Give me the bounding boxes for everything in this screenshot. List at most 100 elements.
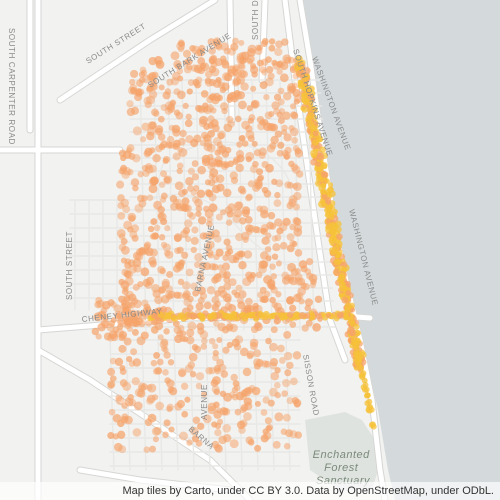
incident-point xyxy=(107,381,115,389)
incident-point xyxy=(160,140,169,149)
incident-point xyxy=(238,51,247,60)
incident-point xyxy=(147,383,157,393)
incident-point xyxy=(300,92,308,100)
incident-point xyxy=(191,344,199,351)
incident-point xyxy=(172,71,181,81)
incident-point xyxy=(160,338,169,347)
incident-point xyxy=(367,403,374,410)
incident-point xyxy=(286,361,294,370)
incident-point xyxy=(114,312,122,320)
incident-point xyxy=(153,110,160,117)
incident-point xyxy=(214,290,221,297)
incident-point xyxy=(212,354,220,362)
incident-point xyxy=(325,312,332,319)
incident-point xyxy=(239,188,247,195)
incident-point xyxy=(277,98,285,106)
incident-point xyxy=(221,82,230,91)
incident-point xyxy=(135,317,144,325)
incident-point xyxy=(248,384,256,393)
incident-point xyxy=(126,100,134,108)
incident-point xyxy=(203,142,213,152)
incident-point xyxy=(227,119,236,128)
incident-point xyxy=(199,115,208,125)
incident-point xyxy=(138,384,146,393)
incident-point xyxy=(172,152,181,161)
incident-point xyxy=(257,311,264,318)
incident-point xyxy=(232,256,240,264)
incident-point xyxy=(219,209,227,216)
incident-point xyxy=(132,184,139,192)
incident-point xyxy=(305,319,313,327)
incident-point xyxy=(223,282,232,291)
incident-point xyxy=(301,75,309,82)
incident-point xyxy=(188,352,198,362)
incident-point xyxy=(279,73,289,83)
incident-point xyxy=(157,311,164,318)
incident-point xyxy=(267,211,276,220)
incident-point xyxy=(212,136,222,146)
incident-point xyxy=(118,233,126,240)
incident-point xyxy=(240,393,247,401)
incident-point xyxy=(199,139,207,147)
incident-point xyxy=(126,290,134,299)
incident-point xyxy=(207,121,215,129)
incident-point xyxy=(180,382,189,390)
incident-point xyxy=(253,358,262,367)
incident-point xyxy=(117,430,126,439)
incident-point xyxy=(274,234,282,242)
incident-point xyxy=(262,428,269,435)
incident-point xyxy=(312,322,321,332)
incident-point xyxy=(208,179,216,187)
incident-point xyxy=(222,254,229,262)
incident-point xyxy=(289,239,296,247)
incident-point xyxy=(271,253,279,260)
incident-point xyxy=(214,429,222,437)
incident-point xyxy=(207,313,213,320)
incident-point xyxy=(148,121,157,130)
map-attribution[interactable]: Map tiles by Carto, under CC BY 3.0. Dat… xyxy=(0,482,500,500)
incident-point xyxy=(268,111,275,118)
incident-point xyxy=(220,42,230,51)
incident-point xyxy=(342,285,349,292)
incident-point xyxy=(113,304,122,313)
incident-point xyxy=(343,313,349,319)
incident-point xyxy=(192,289,199,297)
incident-point xyxy=(102,300,111,310)
incident-point xyxy=(199,292,208,300)
incident-point xyxy=(238,290,247,299)
incident-point xyxy=(150,177,159,186)
road-label-avenue-south: AVENUE xyxy=(200,384,209,420)
incident-point xyxy=(212,349,219,357)
incident-point xyxy=(176,41,186,51)
incident-point xyxy=(124,276,134,286)
incident-point xyxy=(259,81,268,90)
incident-point xyxy=(270,273,277,280)
incident-point xyxy=(230,373,238,382)
incident-point xyxy=(255,271,263,279)
incident-point xyxy=(131,377,140,386)
incident-point xyxy=(221,407,229,415)
incident-point xyxy=(240,82,249,91)
incident-point xyxy=(329,228,337,236)
incident-point xyxy=(222,188,232,198)
incident-point xyxy=(207,115,215,123)
incident-point xyxy=(118,330,128,340)
road-label-barna-avenue: BARNA AVENUE xyxy=(193,224,216,293)
incident-point xyxy=(354,337,361,344)
incident-point xyxy=(263,122,272,131)
incident-point xyxy=(121,246,130,255)
incident-point xyxy=(182,49,192,58)
incident-point xyxy=(176,246,184,254)
road-label-sisson-road: SISSON ROAD xyxy=(301,354,321,417)
incident-point xyxy=(270,326,278,334)
incident-point xyxy=(191,160,199,168)
road-label-barna-south: BARNA xyxy=(187,425,216,452)
incident-point xyxy=(204,139,213,148)
incident-point xyxy=(215,174,225,183)
incident-point xyxy=(263,93,270,101)
incident-point xyxy=(286,233,295,241)
incident-point xyxy=(208,47,216,55)
incident-point xyxy=(312,130,319,137)
incident-point xyxy=(245,130,255,140)
